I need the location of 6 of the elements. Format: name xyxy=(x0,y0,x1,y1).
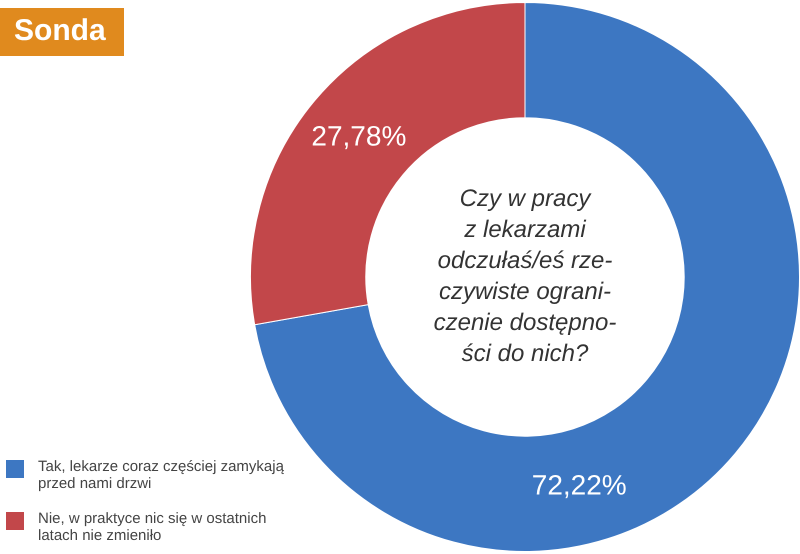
text: Czy w pracy z lekarzami odczułaś/eś rze- czywiste ograni- czenie dostępno- ści do nich? xyxy=(434,185,616,368)
data-label: 27,78% xyxy=(311,120,406,152)
legend-label: Nie, w praktyce nic się w ostatnich latach nie zmieniło xyxy=(38,510,268,544)
legend-label: Tak, lekarze coraz częściej zamykają przed nami drzwi xyxy=(38,458,285,492)
data-label: 72,22% xyxy=(532,470,627,501)
chart-title: Sonda xyxy=(0,8,124,56)
